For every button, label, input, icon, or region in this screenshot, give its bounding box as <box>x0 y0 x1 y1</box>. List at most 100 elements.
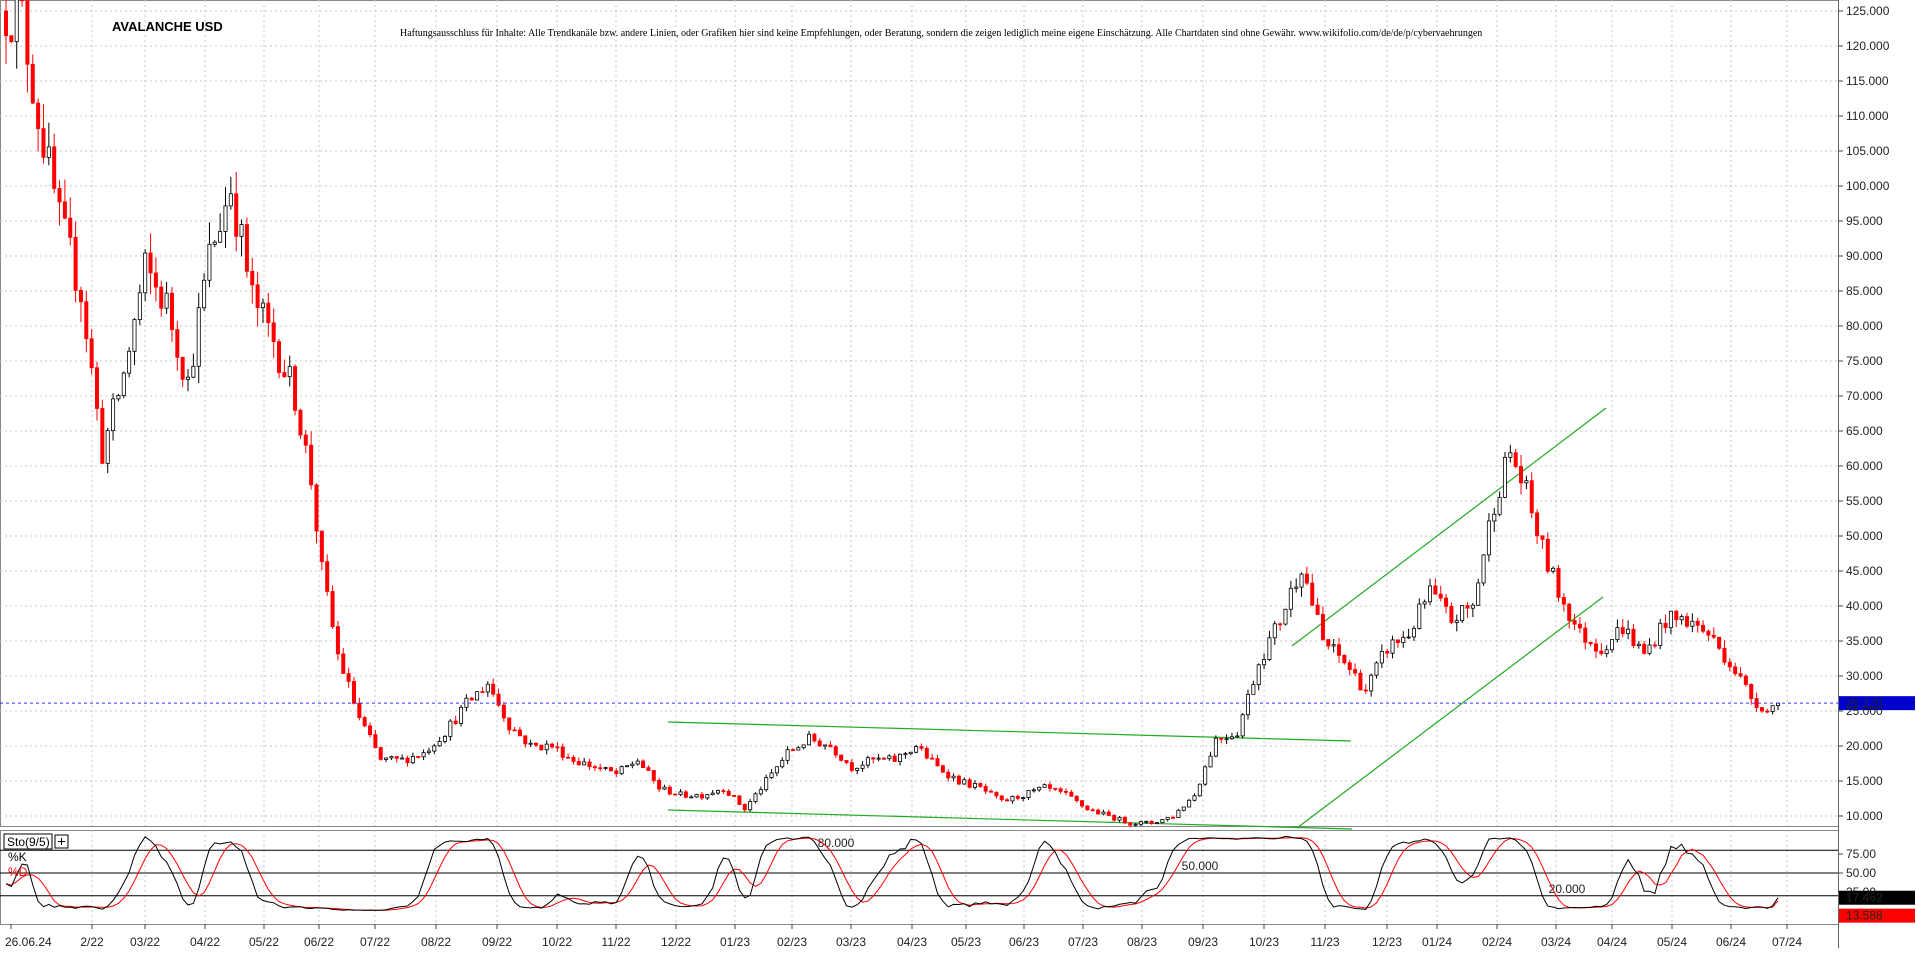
candle-body <box>962 779 967 785</box>
candle-body <box>1765 710 1770 713</box>
candle-body <box>1101 811 1106 815</box>
disclaimer-text: Haftungsausschluss für Inhalte: Alle Tre… <box>400 28 1482 39</box>
candle-body <box>1727 661 1732 668</box>
candle-body <box>57 188 62 203</box>
candle-body <box>89 338 94 369</box>
candle-body <box>1620 627 1625 634</box>
candle-body <box>930 757 935 760</box>
candle-body <box>501 704 506 719</box>
candle-body <box>1717 636 1722 649</box>
candle-body <box>1476 582 1481 606</box>
candle-body <box>1219 737 1224 740</box>
candle-body <box>309 444 314 486</box>
candle-body <box>384 757 389 760</box>
x-tick-label: 03/24 <box>1541 935 1571 948</box>
candle-body <box>1278 623 1283 626</box>
x-tick-label: 07/24 <box>1772 935 1802 948</box>
candle-body <box>1535 512 1540 537</box>
candle-body <box>1112 815 1117 821</box>
candle-body <box>630 763 635 767</box>
candle-body <box>127 350 132 374</box>
x-tick-label: 12/22 <box>661 935 691 948</box>
candle-body <box>758 789 763 795</box>
x-tick-label: 06/23 <box>1009 935 1039 948</box>
stoch-level-label: 20.000 <box>1549 882 1586 896</box>
candle-body <box>667 786 672 795</box>
candle-body <box>1353 669 1358 674</box>
candle-body <box>1706 630 1711 636</box>
candle-body <box>287 366 292 378</box>
y-tick-label: 115.000 <box>1846 74 1889 88</box>
candle-body <box>442 735 447 742</box>
candle-body <box>1497 497 1502 515</box>
candle-body <box>1492 513 1497 522</box>
candle-body <box>999 795 1004 801</box>
candle-body <box>68 217 73 238</box>
y-tick-label: 85.000 <box>1846 284 1883 298</box>
candle-body <box>1668 610 1673 629</box>
y-tick-label: 50.000 <box>1846 529 1883 543</box>
candle-body <box>1722 647 1727 663</box>
candle-body <box>111 398 116 432</box>
candle-body <box>357 702 362 719</box>
candle-body <box>1021 797 1026 799</box>
candle-body <box>1133 823 1138 826</box>
candle-body <box>1551 567 1556 572</box>
candle-body <box>865 757 870 766</box>
candle-body <box>737 795 742 805</box>
candle-body <box>533 742 538 746</box>
y-tick-label: 15.000 <box>1846 774 1883 788</box>
candle-body <box>1160 818 1165 824</box>
candle-body <box>244 224 249 272</box>
candle-body <box>972 783 977 788</box>
candle-body <box>36 102 41 130</box>
candle-body <box>1572 620 1577 625</box>
x-tick-label: 03/23 <box>836 935 866 948</box>
indicator-name: Sto(9/5) <box>7 835 50 849</box>
candle-body <box>1513 452 1518 467</box>
candle-body <box>52 146 57 189</box>
candle-body <box>726 790 731 796</box>
candle-body <box>1749 684 1754 699</box>
candle-body <box>1369 674 1374 692</box>
candle-body <box>1315 604 1320 615</box>
candle-body <box>4 10 9 37</box>
candle-body <box>753 793 758 802</box>
candle-body <box>1422 601 1427 605</box>
candle-body <box>1090 809 1095 812</box>
candle-body <box>1283 608 1288 625</box>
candle-body <box>1711 634 1716 638</box>
candle-body <box>989 790 994 793</box>
candle-body <box>169 292 174 331</box>
candle-body <box>485 683 490 693</box>
y-tick-label: 40.000 <box>1846 599 1883 613</box>
candle-body <box>560 746 565 758</box>
candle-body <box>1197 783 1202 797</box>
candle-body <box>368 725 373 736</box>
candle-body <box>1229 736 1234 740</box>
candle-body <box>566 756 571 759</box>
candle-body <box>764 777 769 791</box>
candle-body <box>1626 628 1631 634</box>
candle-body <box>1058 788 1063 792</box>
x-tick-label: 02/23 <box>777 935 807 948</box>
candle-body <box>587 761 592 768</box>
y-tick-label: 100.000 <box>1846 179 1890 193</box>
candle-body <box>1454 620 1459 623</box>
candle-body <box>437 741 442 747</box>
candle-body <box>598 767 603 770</box>
candle-body <box>1615 627 1620 640</box>
candle-body <box>1406 636 1411 639</box>
x-tick-label: 08/23 <box>1127 935 1157 948</box>
indicator-add-button[interactable] <box>54 834 69 849</box>
candle-body <box>1604 649 1609 654</box>
y-tick-label: 105.000 <box>1846 144 1890 158</box>
candle-body <box>1203 766 1208 785</box>
candle-body <box>1390 639 1395 654</box>
y-tick-label: 125.000 <box>1846 4 1890 18</box>
candle-body <box>582 761 587 766</box>
candle-body <box>421 752 426 758</box>
candle-body <box>1385 651 1390 654</box>
candle-body <box>1433 585 1438 595</box>
candle-body <box>1128 822 1133 826</box>
